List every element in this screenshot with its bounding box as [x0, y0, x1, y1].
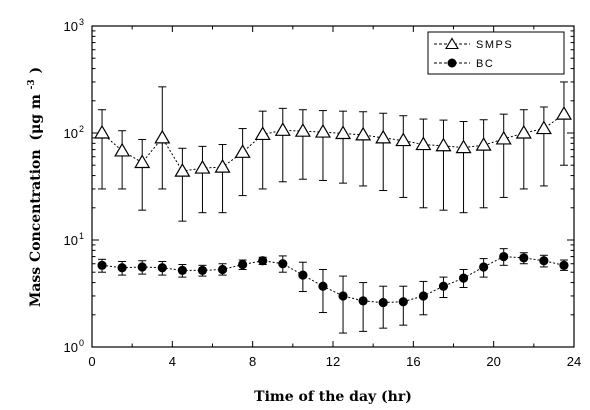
- data-point-bc: [559, 261, 568, 270]
- series-smps: [95, 82, 571, 221]
- legend-bc-label: BC: [476, 58, 494, 70]
- data-point-smps: [336, 126, 350, 138]
- data-point-bc: [138, 262, 147, 271]
- x-tick-label: 0: [88, 354, 95, 369]
- y-tick-label-exponent: 0: [79, 338, 84, 348]
- data-point-bc: [178, 266, 187, 275]
- series-line-smps: [102, 114, 564, 171]
- x-tick-label: 8: [249, 354, 256, 369]
- x-tick-label: 12: [326, 354, 340, 369]
- series-line-bc: [102, 257, 564, 303]
- data-point-smps: [436, 139, 450, 151]
- x-tick-label: 16: [406, 354, 420, 369]
- legend-smps-label: SMPS: [476, 39, 513, 51]
- data-point-smps: [115, 144, 129, 156]
- y-axis-title-main: Mass Concentration: [28, 149, 44, 307]
- data-point-bc: [479, 262, 488, 271]
- data-point-smps: [296, 124, 310, 136]
- data-point-bc: [158, 263, 167, 272]
- data-point-smps: [316, 125, 330, 137]
- data-point-bc: [519, 253, 528, 262]
- y-tick-label-exponent: 1: [79, 231, 84, 241]
- data-point-bc: [198, 266, 207, 275]
- data-point-smps: [517, 126, 531, 138]
- data-point-bc: [419, 291, 428, 300]
- x-tick-label: 20: [486, 354, 500, 369]
- data-point-smps: [195, 161, 209, 173]
- y-axis-title-unit-exp: -3: [27, 79, 37, 89]
- data-point-bc: [97, 261, 106, 270]
- data-point-bc: [238, 260, 247, 269]
- x-tick-label: 4: [169, 354, 176, 369]
- data-point-bc: [379, 298, 388, 307]
- y-tick-label: 10: [64, 19, 78, 34]
- data-point-bc: [359, 296, 368, 305]
- data-point-smps: [95, 126, 109, 138]
- data-point-bc: [298, 270, 307, 279]
- data-point-bc: [318, 282, 327, 291]
- y-tick-label-exponent: 2: [79, 124, 84, 134]
- legend-bc-marker: [448, 59, 457, 68]
- data-point-bc: [399, 297, 408, 306]
- data-point-smps: [276, 123, 290, 135]
- data-point-bc: [258, 256, 267, 265]
- series-layer: [95, 82, 571, 333]
- data-point-smps: [135, 156, 149, 168]
- x-tick-label: 24: [567, 354, 581, 369]
- legend: SMPS BC: [428, 32, 564, 74]
- data-point-bc: [539, 256, 548, 265]
- data-point-smps: [236, 145, 250, 157]
- y-tick-label: 10: [64, 340, 78, 355]
- y-axis-title: Mass Concentration (μg m -3 ): [22, 67, 44, 307]
- data-point-bc: [499, 252, 508, 261]
- data-point-smps: [557, 107, 571, 119]
- data-point-bc: [278, 259, 287, 268]
- data-point-bc: [338, 291, 347, 300]
- x-axis-title: Time of the day (hr): [254, 389, 412, 405]
- data-point-smps: [216, 160, 230, 172]
- data-point-bc: [439, 282, 448, 291]
- data-point-smps: [155, 131, 169, 143]
- data-point-bc: [218, 265, 227, 274]
- x-tick-labels: 0 4 8 12 16 20 24: [88, 354, 581, 369]
- y-tick-label: 10: [64, 126, 78, 141]
- data-point-bc: [118, 263, 127, 272]
- data-point-bc: [459, 274, 468, 283]
- series-bc: [97, 249, 568, 333]
- y-tick-label-exponent: 3: [79, 17, 84, 27]
- data-point-smps: [537, 122, 551, 134]
- y-tick-label: 10: [64, 233, 78, 248]
- data-point-smps: [356, 128, 370, 140]
- y-axis-title-unit: (μg m: [28, 94, 44, 141]
- y-axis-title-unit-close: ): [28, 67, 44, 74]
